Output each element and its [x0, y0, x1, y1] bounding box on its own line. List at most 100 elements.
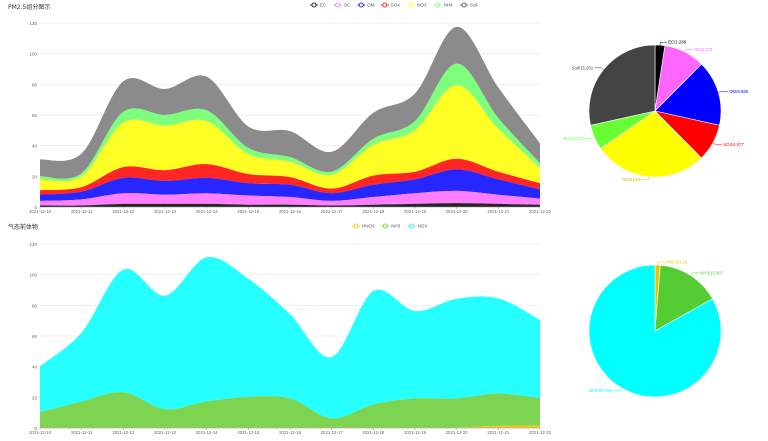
precursor-pie-slice-label: NH3/15.067 — [700, 270, 724, 275]
precursor-pie-slice-nox[interactable] — [588, 264, 722, 398]
pm25-pie-slice-label: OC/5.373 — [694, 47, 713, 52]
precursor-legend-label: NOX — [418, 224, 428, 229]
pm25-y-tick-label: 120 — [29, 21, 37, 26]
pm25-pie-chart: EC/1.286 OC/5.373 OM/8.599 SO4/4.877 NO3/14.… — [563, 40, 748, 182]
pm25-pie-leader-line — [641, 176, 650, 180]
pm25-legend-marker-icon — [311, 2, 317, 8]
precursor-y-tick-label: 40 — [32, 365, 38, 370]
pm25-pie-slice-label: Soil/15.261 — [572, 65, 594, 70]
precursor-y-tick-label: 60 — [32, 334, 38, 339]
precursor-x-tick-label: 2021-12-22 — [529, 430, 552, 435]
pm25-chart-title: PM2.5组分图示 — [8, 3, 50, 11]
precursor-pie-chart: HNO3/1.24 NH3/15.067 NOX/80.295 — [588, 260, 724, 398]
precursor-legend[interactable]: HNO3 NH3 NOX — [352, 223, 428, 229]
precursor-legend-label: NH3 — [391, 224, 400, 229]
pm25-areas — [40, 26, 540, 207]
pm25-x-tick-label: 2021-12-10 — [29, 209, 52, 214]
precursor-pie-leader-line — [657, 261, 665, 266]
precursor-pie-leader-line — [690, 272, 700, 276]
pm25-legend-marker-icon — [382, 2, 388, 8]
pm25-legend-label: NO3 — [417, 3, 427, 8]
precursor-chart-title: 气态前体物 — [8, 223, 38, 231]
pm25-x-tick-label: 2021-12-12 — [112, 209, 135, 214]
pm25-pie-slice-label: NH4/3.272 — [563, 136, 584, 141]
pm25-legend-item-om[interactable]: OM — [357, 3, 375, 8]
precursor-y-tick-label: 20 — [32, 395, 38, 400]
pm25-x-tick-label: 2021-12-21 — [487, 209, 510, 214]
precursor-legend-marker-icon — [382, 223, 388, 229]
pm25-y-tick-label: 100 — [29, 52, 37, 57]
pm25-area-soil[interactable] — [40, 26, 540, 179]
precursor-pie-slice-label: NOX/80.295 — [588, 388, 612, 393]
pm25-pie-leader-line — [584, 137, 595, 139]
pm25-legend-marker-icon — [358, 2, 364, 8]
pm25-legend-label: SO4 — [391, 3, 401, 8]
pm25-axes: 0 20 40 60 80 100 120 2021-12-10 2021-12-11 2021-… — [29, 21, 552, 214]
precursor-legend-item-nh3[interactable]: NH3 — [381, 223, 401, 229]
pm25-x-tick-label: 2021-12-18 — [362, 209, 385, 214]
pm25-legend-marker-icon — [461, 2, 467, 8]
precursor-area-nh3[interactable] — [40, 392, 540, 428]
pm25-area-om[interactable] — [40, 169, 540, 201]
pm25-legend-item-ec[interactable]: EC — [310, 3, 327, 8]
precursor-x-tick-label: 2021-12-18 — [362, 430, 385, 435]
pm25-legend-label: OC — [344, 3, 352, 8]
precursor-legend-marker-icon — [353, 223, 359, 229]
pm25-area-ec[interactable] — [40, 203, 540, 207]
pm25-pie-leader-line — [594, 67, 604, 70]
precursor-y-tick-label: 0 — [34, 426, 37, 431]
precursor-x-tick-label: 2021-12-11 — [71, 430, 93, 435]
pm25-area-nh4[interactable] — [40, 63, 540, 182]
pm25-x-tick-label: 2021-12-13 — [154, 209, 177, 214]
pm25-legend-item-oc[interactable]: OC — [333, 3, 352, 8]
pm25-area-no3[interactable] — [40, 85, 540, 191]
pm25-x-tick-label: 2021-12-20 — [446, 209, 469, 214]
pm25-pie-slice-soil[interactable] — [588, 44, 656, 126]
precursor-x-tick-label: 2021-12-10 — [29, 430, 52, 435]
pm25-pie-slice-label: EC/1.286 — [668, 40, 687, 45]
pm25-x-tick-label: 2021-12-17 — [321, 209, 344, 214]
precursor-x-tick-label: 2021-12-20 — [446, 430, 469, 435]
pm25-y-tick-label: 0 — [34, 205, 37, 210]
pm25-legend-item-nh4[interactable]: NH4 — [433, 3, 453, 8]
pm25-pie-slice-label: OM/8.599 — [729, 89, 748, 94]
pm25-pie-leader-line — [718, 91, 729, 93]
pm25-x-tick-label: 2021-12-19 — [404, 209, 427, 214]
pm25-pie-leader-line — [659, 41, 668, 46]
pm25-y-tick-label: 60 — [32, 113, 38, 118]
precursor-legend-item-hno3[interactable]: HNO3 — [352, 223, 375, 229]
pm25-area-oc[interactable] — [40, 190, 540, 206]
pm25-area-so4[interactable] — [40, 158, 540, 195]
pm25-legend-item-soil[interactable]: Soil — [460, 3, 478, 8]
pm25-y-tick-label: 80 — [32, 82, 38, 87]
pm25-y-tick-label: 20 — [32, 174, 38, 179]
precursor-x-tick-label: 2021-12-12 — [112, 430, 135, 435]
pm25-legend-item-no3[interactable]: NO3 — [407, 3, 427, 8]
pm25-x-tick-label: 2021-12-11 — [71, 209, 93, 214]
precursor-y-tick-label: 80 — [32, 303, 38, 308]
precursor-pie-slice-label: HNO3/1.24 — [666, 260, 688, 265]
pm25-area-chart: PM2.5组分图示 EC OC OM SO4 NO3 NH4 Soil 0 20 40 60 80 1… — [8, 3, 552, 214]
pm25-legend-label: NH4 — [444, 3, 453, 8]
pm25-legend-label: EC — [320, 3, 327, 8]
pm25-pie-leader-line — [712, 142, 723, 145]
precursor-area-nox[interactable] — [40, 256, 540, 419]
pm25-pie-slice-label: NO3/14.9 — [622, 177, 641, 182]
pm25-y-tick-label: 40 — [32, 144, 38, 149]
precursor-axes: 0 20 40 60 80 100 120 2021-12-10 2021-12-11 2021-… — [29, 242, 552, 435]
precursor-x-tick-label: 2021-12-21 — [487, 430, 510, 435]
precursor-areas — [40, 256, 540, 428]
pm25-legend-item-so4[interactable]: SO4 — [380, 2, 401, 8]
pm25-legend-label: Soil — [470, 3, 478, 8]
precursor-legend-label: HNO3 — [362, 224, 375, 229]
precursor-x-tick-label: 2021-12-15 — [237, 430, 260, 435]
pm25-x-tick-label: 2021-12-16 — [279, 209, 302, 214]
pm25-pie-leader-line — [684, 49, 693, 53]
precursor-legend-item-nox[interactable]: NOX — [407, 223, 428, 229]
precursor-x-tick-label: 2021-12-19 — [404, 430, 427, 435]
precursor-x-tick-label: 2021-12-14 — [196, 430, 219, 435]
pm25-x-tick-label: 2021-12-15 — [237, 209, 260, 214]
precursor-y-tick-label: 120 — [29, 242, 37, 247]
pm25-legend[interactable]: EC OC OM SO4 NO3 NH4 Soil — [310, 3, 478, 8]
